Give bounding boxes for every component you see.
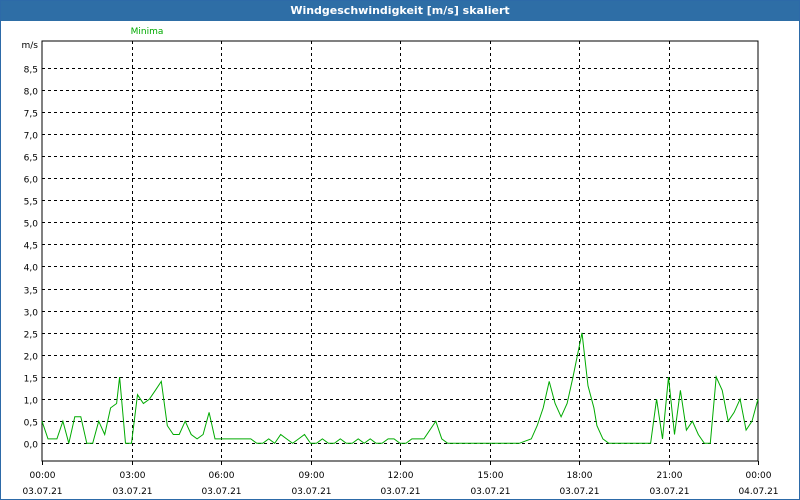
x-tick-date: 03.07.21	[291, 487, 331, 497]
y-tick-label: 1,5	[24, 375, 38, 385]
y-axis-label: m/s	[22, 41, 39, 51]
x-tick-date: 03.07.21	[112, 487, 152, 497]
y-tick-label: 3,0	[24, 309, 39, 319]
y-tick-label: 5,0	[24, 220, 39, 230]
y-tick-label: 2,0	[24, 353, 39, 363]
x-tick-time: 12:00	[388, 471, 414, 481]
y-tick-label: 1,0	[24, 397, 39, 407]
x-tick-time: 06:00	[209, 471, 235, 481]
y-tick-label: 5,5	[24, 198, 38, 208]
x-tick-date: 03.07.21	[22, 487, 62, 497]
y-tick-label: 8,0	[24, 88, 39, 98]
x-tick-date: 03.07.21	[380, 487, 420, 497]
x-tick-time: 00:00	[30, 471, 56, 481]
x-tick-time: 21:00	[657, 471, 683, 481]
x-tick-time: 03:00	[120, 471, 146, 481]
y-tick-label: 4,5	[24, 242, 38, 252]
y-tick-label: 8,5	[24, 66, 38, 76]
wind-speed-chart: 0,0 0,5 1,0 1,5 2,0 2,5 3,0 3,5 4,0 4,5 5,0 5,5 6,0 6…	[22, 27, 779, 497]
y-tick-label: 0,0	[24, 441, 39, 451]
x-tick-date: 03.07.21	[649, 487, 689, 497]
x-tick-date: 03.07.21	[470, 487, 510, 497]
legend-minima: Minima	[131, 27, 164, 37]
y-tick-label: 3,5	[24, 287, 38, 297]
x-tick-time: 15:00	[478, 471, 504, 481]
y-tick-label: 7,5	[24, 110, 38, 120]
x-tick-date: 03.07.21	[201, 487, 241, 497]
window-title: Windgeschwindigkeit [m/s] skaliert	[1, 1, 799, 21]
y-tick-label: 6,5	[24, 154, 38, 164]
x-tick-time: 09:00	[299, 471, 325, 481]
x-tick-date: 03.07.21	[559, 487, 599, 497]
x-tick-date: 04.07.21	[738, 487, 778, 497]
x-tick-time: 00:00	[746, 471, 772, 481]
series-line-minima	[41, 332, 759, 445]
y-tick-label: 6,0	[24, 176, 39, 186]
x-tick-time: 18:00	[567, 471, 593, 481]
y-tick-label: 4,0	[24, 264, 39, 274]
y-tick-label: 7,0	[24, 132, 39, 142]
y-tick-label: 0,5	[24, 419, 38, 429]
y-tick-label: 2,5	[24, 331, 38, 341]
